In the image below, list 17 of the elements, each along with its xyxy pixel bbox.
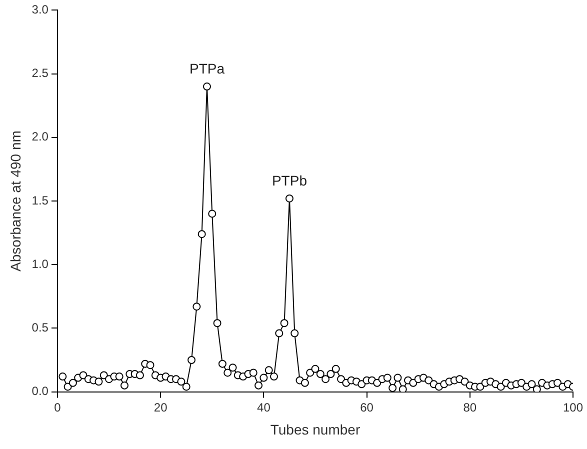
y-tick-label: 2.5	[32, 66, 49, 80]
x-tick-label: 60	[360, 400, 374, 414]
annotation: PTPa	[189, 60, 225, 76]
x-tick-label: 100	[562, 400, 584, 414]
x-axis-title: Tubes number	[270, 421, 360, 438]
x-tick-label: 0	[54, 400, 62, 414]
y-tick-label: 0.5	[32, 320, 49, 335]
y-tick-label: 1.5	[32, 193, 49, 208]
x-tick-label: 80	[463, 400, 477, 414]
y-tick-label: 3.0	[32, 2, 49, 17]
y-axis-title: Absorbance at 490 nm	[7, 130, 24, 272]
x-tick-label: 40	[257, 400, 271, 414]
annotation: PTPb	[272, 172, 308, 188]
y-tick-label: 1.0	[32, 256, 49, 271]
y-tick-label: 2.0	[32, 130, 49, 144]
y-tick-label: 0.0	[32, 384, 49, 398]
x-tick-label: 20	[154, 400, 168, 414]
